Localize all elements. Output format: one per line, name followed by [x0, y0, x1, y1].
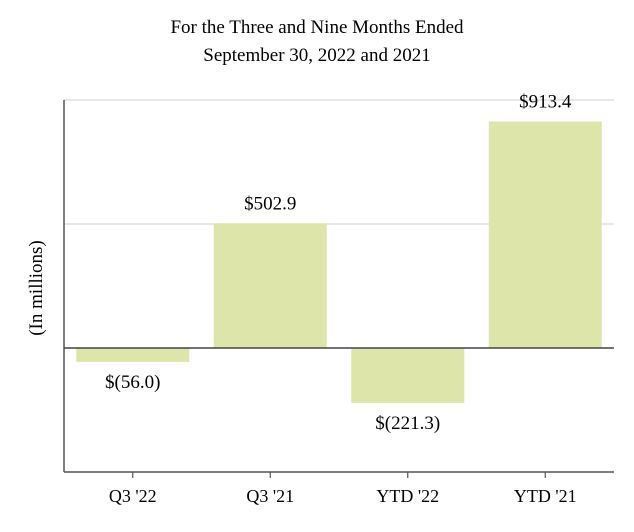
x-tick-label: Q3 '22 [109, 486, 157, 506]
bar-q3-21 [213, 223, 327, 348]
bar-ytd-21 [488, 121, 602, 348]
data-label: $(221.3) [375, 413, 440, 434]
bar-q3-22 [76, 348, 190, 362]
data-label: $(56.0) [105, 372, 160, 393]
x-tick-label: Q3 '21 [246, 486, 294, 506]
y-axis-label: (In millions) [26, 240, 47, 336]
data-labels: $(56.0) $502.9 $(221.3) $913.4 [105, 91, 572, 433]
x-tick-label: YTD '22 [376, 486, 439, 506]
chart-title-line-2: September 30, 2022 and 2021 [203, 45, 430, 66]
bar-ytd-22 [351, 348, 465, 403]
chart-title-line-1: For the Three and Nine Months Ended [170, 17, 464, 38]
x-tick-labels: Q3 '22 Q3 '21 YTD '22 YTD '21 [109, 472, 577, 506]
axes [63, 100, 614, 473]
data-label: $502.9 [244, 193, 296, 214]
x-tick-label: YTD '21 [514, 486, 577, 506]
bars [76, 121, 602, 403]
data-label: $913.4 [519, 91, 572, 112]
